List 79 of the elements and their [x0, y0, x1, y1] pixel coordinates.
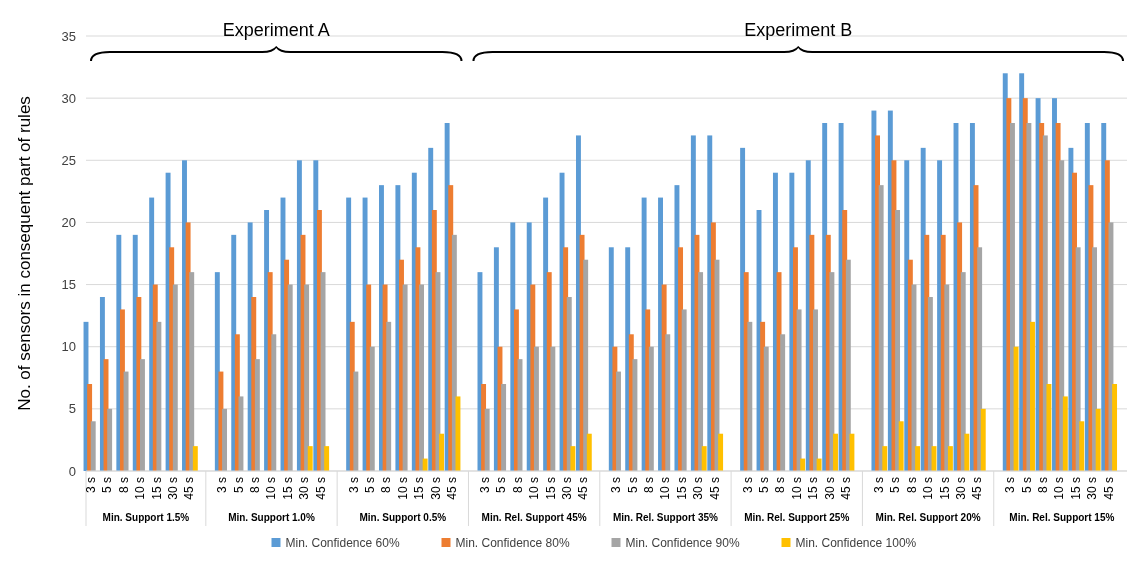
x-tick-label: 15 s	[280, 477, 295, 500]
x-tick-label: 3 s	[609, 477, 624, 494]
legend-label: Min. Confidence 60%	[285, 536, 400, 550]
x-tick-label: 10 s	[921, 477, 936, 500]
x-tick-label: 3 s	[740, 477, 755, 494]
x-tick-label: 45 s	[182, 477, 197, 500]
x-tick-label: 5 s	[888, 477, 903, 494]
x-tick-label: 8 s	[379, 477, 394, 494]
x-tick-label: 3 s	[215, 477, 230, 494]
x-tick-label: 10 s	[527, 477, 542, 500]
y-tick-label: 30	[61, 90, 76, 106]
y-tick-label: 15	[61, 277, 76, 293]
x-tick-label: 10 s	[133, 477, 148, 500]
text: Min. Support 0.5%	[359, 512, 447, 523]
x-tick-label: 5 s	[494, 477, 509, 494]
text: Min. Rel. Support 45%	[481, 512, 587, 523]
y-tick-label: 20	[61, 214, 76, 230]
y-tick-label: 0	[68, 463, 76, 479]
x-tick-label: 3 s	[477, 477, 492, 494]
x-tick-label: 3 s	[871, 477, 886, 494]
x-tick-label: 10 s	[658, 477, 673, 500]
x-tick-label: 30 s	[953, 477, 968, 500]
x-tick-label: 5 s	[100, 477, 115, 494]
x-tick-label: 5 s	[756, 477, 771, 494]
x-tick-label: 10 s	[264, 477, 279, 500]
x-tick-label: 8 s	[116, 477, 131, 494]
x-tick-label: 30 s	[691, 477, 706, 500]
text: Min. Rel. Support 35%	[612, 512, 719, 523]
x-tick-label: 45 s	[576, 477, 591, 500]
x-tick-label: 5 s	[362, 477, 377, 494]
x-tick-label: 3 s	[346, 477, 361, 494]
x-tick-label: 10 s	[789, 477, 804, 500]
legend-label: Min. Confidence 90%	[625, 536, 740, 550]
legend-label: Min. Confidence 100%	[795, 536, 917, 550]
x-tick-label: 8 s	[510, 477, 525, 494]
x-tick-label: 5 s	[625, 477, 640, 494]
y-tick-label: 35	[61, 28, 76, 44]
x-tick-label: 10 s	[395, 477, 410, 500]
x-tick-label: 15 s	[543, 477, 558, 500]
x-tick-label: 30 s	[297, 477, 312, 500]
text: Min. Support 1.5%	[102, 512, 190, 523]
x-tick-label: 15 s	[674, 477, 689, 500]
x-tick-label: 8 s	[773, 477, 788, 494]
x-tick-label: 15 s	[1068, 477, 1083, 500]
x-tick-label: 30 s	[1085, 477, 1100, 500]
legend-label: Min. Confidence 80%	[455, 536, 570, 550]
x-tick-label: 8 s	[248, 477, 263, 494]
x-tick-label: 5 s	[231, 477, 246, 494]
annotation: Experiment A	[222, 20, 330, 40]
y-axis-title: No. of sensors in consequent part of rules	[15, 96, 34, 411]
x-tick-label: 3 s	[83, 477, 98, 494]
x-tick-label: 8 s	[1036, 477, 1050, 494]
y-tick-label: 5	[68, 401, 76, 417]
x-tick-label: 30 s	[559, 477, 574, 500]
x-tick-label: 45 s	[313, 477, 328, 500]
x-tick-label: 45 s	[707, 477, 722, 500]
x-tick-label: 15 s	[412, 477, 427, 500]
x-tick-label: 15 s	[149, 477, 164, 500]
annotation: Experiment B	[744, 20, 853, 40]
x-tick-label: 30 s	[166, 477, 180, 500]
x-tick-label: 30 s	[428, 477, 443, 500]
x-tick-label: 10 s	[1052, 477, 1067, 500]
x-tick-label: 5 s	[1019, 477, 1034, 494]
x-tick-label: 8 s	[904, 477, 919, 494]
x-tick-label: 3 s	[1003, 477, 1018, 494]
x-tick-label: 30 s	[822, 477, 837, 500]
x-tick-label: 15 s	[937, 477, 952, 500]
x-tick-label: 15 s	[806, 477, 821, 500]
x-tick-label: 8 s	[642, 477, 657, 494]
text: Min. Rel. Support 20%	[875, 512, 981, 523]
text: Min. Support 1.0%	[228, 512, 315, 523]
x-tick-label: 45 s	[970, 477, 985, 500]
text: Min. Rel. Support 15%	[1009, 512, 1115, 523]
x-tick-label: 45 s	[839, 477, 854, 500]
x-tick-label: 45 s	[1101, 477, 1116, 500]
y-tick-label: 25	[61, 152, 76, 168]
y-tick-label: 10	[61, 339, 76, 355]
x-tick-label: 45 s	[445, 477, 460, 500]
text: Min. Rel. Support 25%	[744, 512, 850, 523]
